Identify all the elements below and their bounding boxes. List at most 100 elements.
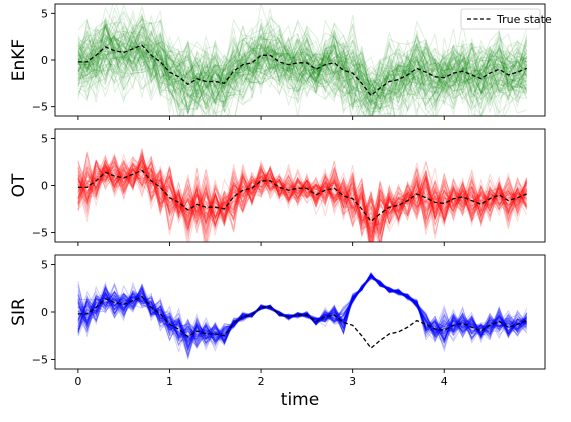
- ensemble-member-line: [77, 22, 527, 105]
- ensemble-member-line: [77, 272, 527, 342]
- ensemble-member-line: [77, 276, 528, 345]
- ensemble-member-line: [77, 40, 527, 111]
- ensemble-member-line: [77, 44, 528, 116]
- ensemble-member-line: [77, 31, 528, 116]
- ensemble-member-line: [77, 277, 528, 352]
- ensemble-member-line: [77, 48, 527, 116]
- ensemble-member-line: [77, 274, 528, 339]
- ensemble-member-line: [77, 14, 528, 113]
- ensemble-member-line: [77, 26, 528, 90]
- ensemble-member-line: [77, 155, 528, 242]
- ensemble-member-line: [77, 29, 527, 107]
- ensemble-member-line: [77, 276, 528, 345]
- ensemble-member-line: [77, 17, 528, 116]
- ensemble-member-line: [77, 276, 528, 340]
- ensemble-member-line: [77, 152, 528, 242]
- ensemble-member-line: [77, 54, 527, 116]
- panel-enkf: −5 0 5 EnKF True state: [9, 3, 552, 120]
- ensemble-member-line: [77, 276, 528, 343]
- ensemble-member-line: [77, 163, 527, 229]
- ensemble-member-line: [77, 276, 528, 346]
- ensemble-member-line: [77, 275, 527, 349]
- ensemble-member-line: [77, 273, 528, 344]
- ensemble-member-line: [77, 159, 528, 242]
- ensemble-member-line: [77, 40, 528, 116]
- ensemble-member-line: [77, 44, 527, 116]
- ensemble-member-line: [77, 275, 527, 354]
- ensemble-member-line: [77, 22, 528, 101]
- x-tick-label: 1: [166, 375, 173, 388]
- ensemble-member-line: [77, 12, 528, 103]
- ensemble-member-line: [77, 273, 527, 343]
- ensemble-member-line: [77, 151, 528, 239]
- ensemble-group: [77, 271, 528, 361]
- ensemble-member-line: [77, 4, 528, 88]
- ensemble-member-line: [77, 156, 528, 242]
- ensemble-member-line: [77, 273, 527, 344]
- ensemble-member-line: [77, 151, 528, 242]
- x-tick-label: 2: [258, 375, 265, 388]
- ensemble-member-line: [77, 22, 528, 116]
- ensemble-member-line: [77, 24, 528, 98]
- ensemble-member-line: [77, 159, 528, 232]
- ensemble-member-line: [77, 25, 528, 115]
- ensemble-group: [77, 148, 528, 242]
- ensemble-member-line: [77, 40, 528, 116]
- x-tick-label: 3: [349, 375, 356, 388]
- ensemble-member-line: [77, 29, 528, 98]
- y-tick-label: 0: [41, 54, 48, 67]
- ensemble-member-line: [77, 275, 528, 358]
- ensemble-member-line: [77, 48, 527, 116]
- ensemble-member-line: [77, 276, 528, 351]
- y-tick-label: 5: [41, 7, 48, 20]
- ensemble-member-line: [77, 273, 527, 348]
- ensemble-member-line: [77, 33, 528, 108]
- ensemble-member-line: [77, 272, 528, 352]
- ensemble-member-line: [77, 25, 527, 107]
- ensemble-member-line: [77, 23, 528, 112]
- ensemble-member-line: [77, 34, 528, 116]
- ensemble-member-line: [77, 275, 528, 359]
- ensemble-member-line: [77, 274, 528, 348]
- ensemble-member-line: [77, 152, 528, 235]
- ensemble-member-line: [77, 4, 528, 94]
- ensemble-member-line: [77, 274, 528, 345]
- ensemble-member-line: [77, 276, 528, 344]
- ensemble-member-line: [77, 48, 528, 116]
- ensemble-member-line: [77, 158, 528, 229]
- ensemble-member-line: [77, 155, 528, 229]
- ensemble-member-line: [77, 155, 528, 232]
- ensemble-member-line: [77, 25, 528, 115]
- ensemble-member-line: [77, 37, 527, 116]
- ensemble-member-line: [77, 160, 528, 235]
- ensemble-member-line: [77, 275, 528, 344]
- ensemble-member-line: [77, 16, 528, 116]
- ensemble-member-line: [77, 38, 528, 113]
- y-tick-label: 0: [41, 306, 48, 319]
- ensemble-member-line: [77, 7, 528, 99]
- ensemble-member-line: [77, 157, 528, 239]
- ensemble-member-line: [77, 20, 527, 116]
- ensemble-member-line: [77, 22, 528, 111]
- ensemble-member-line: [77, 155, 528, 234]
- ensemble-member-line: [77, 159, 528, 242]
- ensemble-member-line: [77, 33, 528, 116]
- ensemble-member-line: [77, 276, 527, 350]
- ensemble-member-line: [77, 166, 528, 237]
- ensemble-member-line: [77, 28, 528, 116]
- ensemble-member-line: [77, 161, 528, 242]
- legend-box: [460, 8, 541, 30]
- x-tick-label: 0: [74, 375, 81, 388]
- ensemble-member-line: [77, 274, 527, 350]
- ensemble-member-line: [77, 165, 527, 237]
- ensemble-member-line: [77, 276, 528, 351]
- ensemble-member-line: [77, 155, 528, 242]
- ensemble-member-line: [77, 274, 528, 344]
- ensemble-member-line: [77, 159, 528, 236]
- ensemble-member-line: [77, 35, 527, 116]
- ensemble-member-line: [77, 164, 528, 242]
- ensemble-member-line: [77, 22, 528, 107]
- ensemble-member-line: [77, 276, 528, 358]
- ensemble-member-line: [77, 160, 528, 226]
